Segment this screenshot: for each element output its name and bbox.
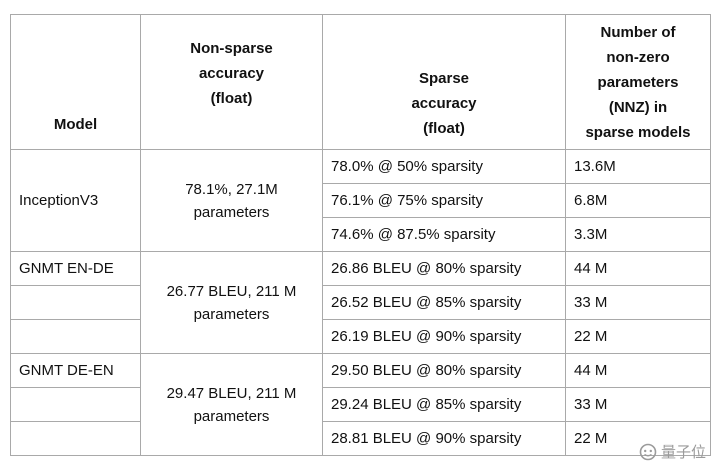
nnz-cell: 22 M <box>565 421 711 456</box>
nnz-cell: 33 M <box>565 285 711 320</box>
header-row: Model Non-sparse accuracy (float) Sparse… <box>10 14 711 150</box>
sparse-cell: 26.19 BLEU @ 90% sparsity <box>322 319 566 354</box>
model-empty-cell <box>10 421 141 456</box>
nnz-cell: 33 M <box>565 387 711 422</box>
sparse-cell: 74.6% @ 87.5% sparsity <box>322 217 566 252</box>
sparse-cell: 29.50 BLEU @ 80% sparsity <box>322 353 566 388</box>
header-sparse: Sparse accuracy (float) <box>322 14 566 150</box>
nnz-cell: 3.3M <box>565 217 711 252</box>
model-empty-cell <box>10 285 141 320</box>
model-cell: InceptionV3 <box>10 149 141 252</box>
nonsparse-cell: 29.47 BLEU, 211 M parameters <box>140 353 323 456</box>
nnz-cell: 22 M <box>565 319 711 354</box>
header-model: Model <box>10 14 141 150</box>
watermark: 量子位 <box>639 441 706 462</box>
nnz-cell: 44 M <box>565 353 711 388</box>
table-row: 26.19 BLEU @ 90% sparsity 22 M <box>10 319 711 354</box>
sparse-cell: 28.81 BLEU @ 90% sparsity <box>322 421 566 456</box>
header-nnz: Number of non-zero parameters (NNZ) in s… <box>565 14 711 150</box>
table-row: 76.1% @ 75% sparsity 6.8M <box>11 183 711 218</box>
qbitai-logo-icon <box>639 443 657 461</box>
sparse-cell: 26.52 BLEU @ 85% sparsity <box>322 285 566 320</box>
nnz-cell: 13.6M <box>565 149 711 184</box>
nnz-cell: 44 M <box>565 251 711 286</box>
header-nonsparse: Non-sparse accuracy (float) <box>140 14 323 150</box>
table-row: 26.52 BLEU @ 85% sparsity 33 M <box>10 285 711 320</box>
nnz-cell: 6.8M <box>565 183 711 218</box>
table-row: InceptionV3 78.1%, 27.1M parameters 78.0… <box>10 149 711 252</box>
model-empty-cell <box>10 387 141 422</box>
table-row: GNMT DE-EN 29.47 BLEU, 211 M parameters … <box>10 353 711 456</box>
table-row: 74.6% @ 87.5% sparsity 3.3M <box>11 217 711 252</box>
nonsparse-cell: 78.1%, 27.1M parameters <box>140 149 323 252</box>
nonsparse-cell: 26.77 BLEU, 211 M parameters <box>140 251 323 354</box>
sparse-cell: 26.86 BLEU @ 80% sparsity <box>322 251 566 286</box>
sparse-cell: 76.1% @ 75% sparsity <box>322 183 566 218</box>
sparsity-table: Model Non-sparse accuracy (float) Sparse… <box>10 14 711 456</box>
sparse-cell: 78.0% @ 50% sparsity <box>322 149 566 184</box>
table-row: 29.24 BLEU @ 85% sparsity 33 M <box>10 387 711 422</box>
table-row: GNMT EN-DE 26.77 BLEU, 211 M parameters … <box>10 251 711 354</box>
table-row: 28.81 BLEU @ 90% sparsity 22 M <box>10 421 711 456</box>
model-cell: GNMT EN-DE <box>10 251 141 286</box>
model-cell: GNMT DE-EN <box>10 353 141 388</box>
model-empty-cell <box>10 319 141 354</box>
sparse-cell: 29.24 BLEU @ 85% sparsity <box>322 387 566 422</box>
watermark-text: 量子位 <box>660 444 706 461</box>
